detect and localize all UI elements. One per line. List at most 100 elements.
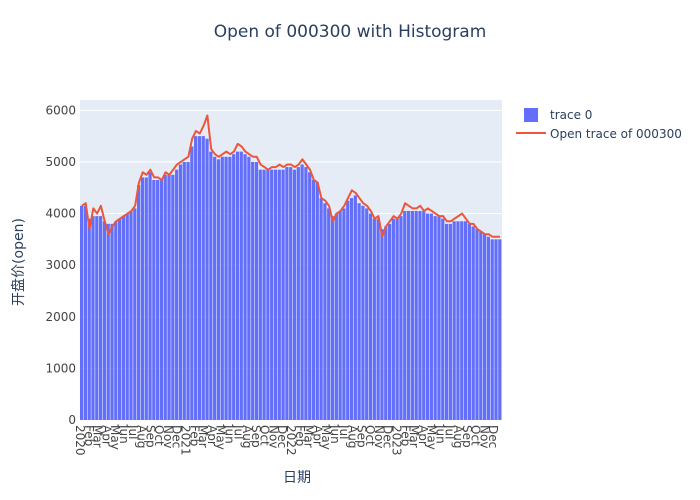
histogram-bar <box>498 239 502 420</box>
histogram-bar <box>99 216 103 420</box>
histogram-bar <box>441 218 445 420</box>
x-tick-label: Nov <box>266 425 280 448</box>
histogram-bar <box>452 221 456 420</box>
histogram-bar <box>281 169 285 420</box>
histogram-bar <box>121 216 126 420</box>
y-tick-layer: 0 1000 2000 3000 4000 5000 6000 <box>45 103 76 427</box>
histogram-bar <box>482 234 487 420</box>
x-tick-label: Feb <box>187 425 201 446</box>
histogram-bar <box>437 216 441 420</box>
histogram-bar <box>159 180 164 420</box>
histogram-bar <box>391 218 395 420</box>
y-tick-label: 3000 <box>45 258 76 272</box>
line-layer <box>81 114 501 238</box>
x-tick-label: Oct <box>469 425 483 446</box>
histogram-bar <box>433 216 437 420</box>
histogram-bar <box>494 239 498 420</box>
y-tick-label: 0 <box>68 413 76 427</box>
histogram-bar <box>296 167 300 420</box>
y-tick-label: 1000 <box>45 361 76 375</box>
histogram-bar <box>395 218 399 420</box>
histogram-bar <box>376 218 380 420</box>
x-tick-label: Mar <box>91 425 105 448</box>
histogram-bar <box>247 156 251 420</box>
histogram-bar <box>349 198 354 420</box>
x-tick-label: Sep <box>354 425 368 448</box>
histogram-bar <box>266 169 270 420</box>
x-tick-label: Aug <box>240 425 254 448</box>
legend-item-line[interactable]: Open trace of 000300 <box>516 127 682 141</box>
legend-bar-swatch <box>524 108 538 122</box>
histogram-bar <box>228 156 232 420</box>
histogram-bar <box>353 195 357 420</box>
histogram-bar <box>224 156 228 420</box>
histogram-bar <box>334 213 338 420</box>
histogram-bar <box>387 223 392 420</box>
histogram-bar <box>342 208 346 420</box>
histogram-bar <box>232 154 236 420</box>
histogram-bar <box>175 169 179 420</box>
histogram-bar <box>144 177 148 420</box>
histogram-bar <box>114 221 118 420</box>
x-axis-title: 日期 <box>283 470 311 486</box>
histogram-bar <box>140 177 145 420</box>
histogram-bar <box>87 218 91 420</box>
histogram-bar <box>460 221 464 420</box>
histogram-bar <box>403 210 407 420</box>
histogram-bar <box>414 210 418 420</box>
legend[interactable]: trace 0 Open trace of 000300 <box>516 108 682 141</box>
x-tick-label: Sep <box>143 425 157 448</box>
histogram-bar <box>95 216 99 420</box>
histogram-bar <box>80 205 84 420</box>
histogram-bar <box>361 205 365 420</box>
histogram-bar <box>300 164 304 420</box>
x-tick-label: Aug <box>135 425 149 448</box>
histogram-bar <box>490 239 494 420</box>
histogram-bar <box>110 223 114 420</box>
histogram-bar <box>285 167 289 420</box>
histogram-bar <box>205 138 209 421</box>
bar-layer <box>80 136 502 421</box>
legend-bar-label: trace 0 <box>550 108 592 122</box>
histogram-bar <box>251 161 255 420</box>
legend-item-bar[interactable]: trace 0 <box>524 108 592 122</box>
x-tick-label: Nov <box>477 425 491 448</box>
x-tick-label: Jun <box>222 424 236 444</box>
x-tick-label: Jul <box>126 424 140 439</box>
histogram-bar <box>384 226 388 420</box>
histogram-bar <box>406 210 411 420</box>
histogram-bar <box>327 208 331 420</box>
x-tick-label: May <box>319 425 333 450</box>
histogram-bar <box>201 136 205 420</box>
histogram-bar <box>220 156 224 420</box>
histogram-bar <box>91 216 95 420</box>
histogram-bar <box>118 218 122 420</box>
x-tick-label: Mar <box>302 425 316 448</box>
histogram-bar <box>102 221 107 420</box>
histogram-bar <box>277 169 281 420</box>
x-tick-label: Dec <box>170 425 184 448</box>
histogram-bar <box>254 161 259 420</box>
histogram-bar <box>148 172 152 420</box>
histogram-bar <box>456 221 460 420</box>
x-tick-label: Apr <box>205 425 219 446</box>
x-tick-label: Sep <box>249 425 263 448</box>
x-tick-label: Oct <box>258 425 272 446</box>
x-tick-label: 2022 <box>284 425 298 456</box>
x-tick-label: Jun <box>433 424 447 444</box>
histogram-bar <box>235 151 240 420</box>
histogram-bar <box>372 218 376 420</box>
x-tick-layer: 2020FebMarAprMayJunJulAugSepOctNovDec202… <box>73 424 500 456</box>
x-tick-label: Aug <box>451 425 465 448</box>
histogram-bar <box>209 151 213 420</box>
histogram-bar <box>425 213 430 420</box>
histogram-bar <box>410 210 414 420</box>
histogram-bar <box>467 223 471 420</box>
histogram-bar <box>380 229 384 420</box>
histogram-bar <box>190 146 194 421</box>
chart-title: Open of 000300 with Histogram <box>214 22 487 42</box>
histogram-bar <box>311 180 316 420</box>
x-tick-label: 2023 <box>390 425 404 456</box>
histogram-bar <box>270 169 274 420</box>
